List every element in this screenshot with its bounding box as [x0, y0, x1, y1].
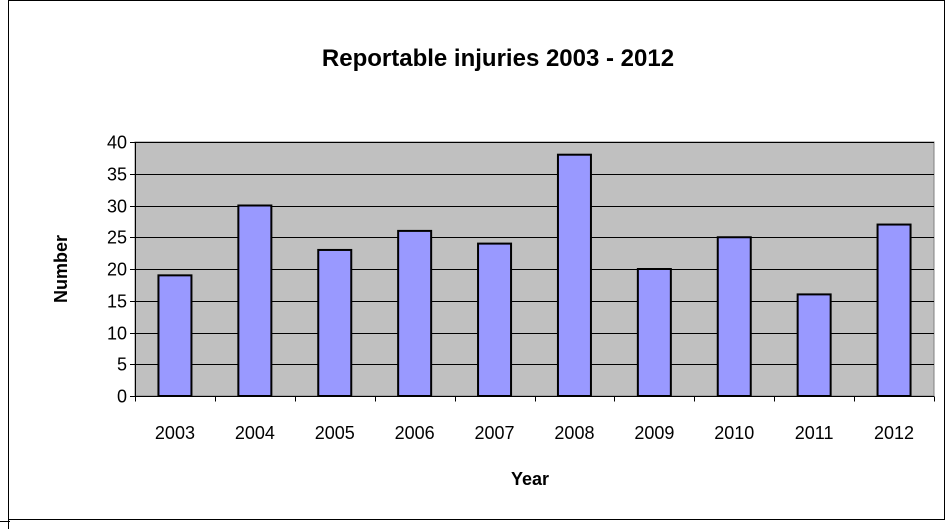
frame-stub-line	[0, 521, 10, 522]
bar	[237, 204, 273, 397]
x-axis-label: Year	[511, 469, 549, 489]
y-tick-label: 20	[107, 260, 127, 280]
y-tick-label: 35	[107, 165, 127, 185]
bar	[157, 274, 193, 398]
bar	[477, 242, 513, 397]
x-tick-label: 2011	[795, 423, 834, 443]
y-tick-label: 0	[117, 387, 127, 407]
x-tick-label: 2009	[634, 423, 674, 443]
x-tick-label: 2005	[315, 423, 355, 443]
y-tick-label: 10	[107, 324, 127, 344]
x-tick-label: 2003	[155, 423, 195, 443]
bar	[876, 223, 912, 397]
y-tick-label: 15	[107, 292, 127, 312]
frame-stub-tick	[8, 517, 9, 529]
bar	[716, 236, 752, 397]
y-tick-label: 25	[107, 228, 127, 248]
chart-title: Reportable injuries 2003 - 2012	[322, 45, 674, 72]
x-tick-label: 2008	[554, 423, 594, 443]
x-tick-label: 2012	[874, 423, 914, 443]
bar	[397, 229, 433, 397]
x-tick-label: 2007	[475, 423, 515, 443]
x-tick-label: 2006	[395, 423, 435, 443]
plot-area: 0 5 10 15 20 25 30 35 40 2003 2004 2005 2006 2007 2008…	[107, 133, 935, 443]
y-tick-label: 30	[107, 197, 127, 217]
y-tick-label: 5	[117, 355, 127, 375]
bar	[556, 153, 592, 397]
x-tick-label: 2004	[235, 423, 275, 443]
y-tick-label: 40	[107, 133, 127, 153]
bar	[317, 248, 353, 397]
x-tick-label: 2010	[714, 423, 754, 443]
y-axis-label: Number	[51, 235, 71, 303]
bar	[636, 268, 672, 397]
bar	[796, 293, 832, 397]
